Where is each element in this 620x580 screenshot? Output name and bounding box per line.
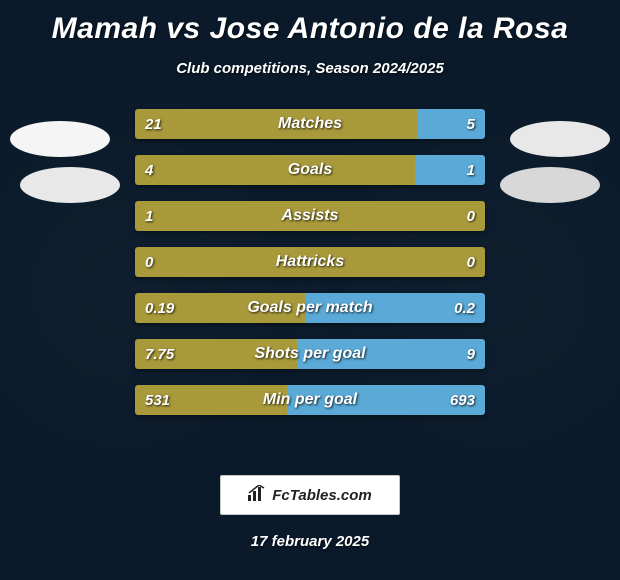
player-left-avatar-2 [20,167,120,203]
stat-row: Hattricks00 [135,247,485,277]
date-label: 17 february 2025 [251,533,369,550]
comparison-chart: Matches215 Goals41 Assists10 Hattricks00 Goa… [0,109,620,469]
bar-left [135,109,418,139]
chart-icon [248,485,266,506]
logo-text: FcTables.com [272,487,371,504]
bar-left [135,247,485,277]
page-subtitle: Club competitions, Season 2024/2025 [176,60,444,77]
bar-right [418,109,485,139]
bar-left [135,385,287,415]
bar-left [135,293,305,323]
player-right-avatar-1 [510,121,610,157]
stat-row: Goals per match0.190.2 [135,293,485,323]
bar-right [305,293,485,323]
player-right-avatar-2 [500,167,600,203]
stat-row: Min per goal531693 [135,385,485,415]
bar-right [297,339,485,369]
fctables-logo[interactable]: FcTables.com [220,475,400,515]
player-left-avatar-1 [10,121,110,157]
stat-row: Assists10 [135,201,485,231]
bar-left [135,201,485,231]
bar-right [287,385,485,415]
stat-row: Shots per goal7.759 [135,339,485,369]
page-title: Mamah vs Jose Antonio de la Rosa [52,12,569,46]
bar-left [135,339,297,369]
stat-row: Goals41 [135,155,485,185]
stat-row: Matches215 [135,109,485,139]
bar-right [415,155,485,185]
bar-left [135,155,415,185]
